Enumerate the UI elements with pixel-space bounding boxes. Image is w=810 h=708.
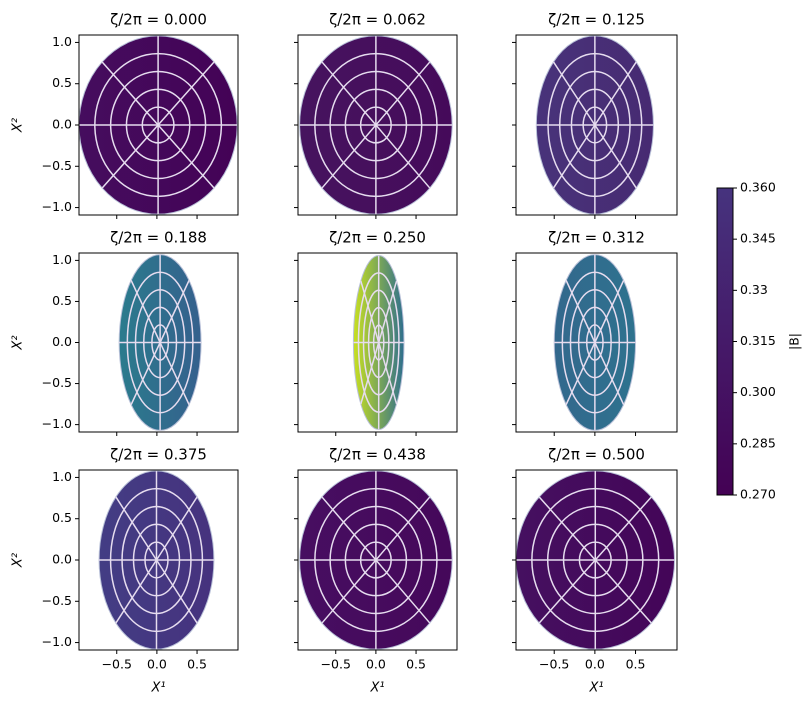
- panel-title: ζ/2π = 0.062: [329, 11, 426, 29]
- theta-line: [321, 559, 377, 624]
- panel: ζ/2π = 0.250: [294, 229, 458, 436]
- theta-line: [321, 496, 377, 561]
- x-tick-label: −0.5: [102, 657, 132, 672]
- colorbar-tick-label: 0.300: [740, 384, 776, 399]
- theta-line: [321, 61, 377, 126]
- theta-line: [375, 124, 431, 189]
- y-tick-label: 1.0: [52, 469, 72, 484]
- panel-title: ζ/2π = 0.500: [548, 446, 645, 464]
- y-tick-label: 0.0: [52, 117, 72, 132]
- theta-line: [565, 342, 596, 405]
- theta-line: [538, 559, 596, 624]
- theta-line: [565, 280, 596, 343]
- y-tick-label: 0.5: [52, 510, 72, 525]
- colorbar-label: |B|: [787, 333, 802, 350]
- y-tick-label: −1.0: [42, 416, 72, 431]
- y-tick-label: −0.5: [42, 593, 72, 608]
- colorbar: [716, 187, 734, 496]
- colorbar-tick-label: 0.345: [740, 231, 776, 246]
- theta-line: [552, 61, 596, 126]
- theta-line: [101, 61, 159, 126]
- y-tick-label: 0.5: [52, 293, 72, 308]
- y-tick-label: −1.0: [42, 199, 72, 214]
- x-tick-label: 0.0: [366, 657, 386, 672]
- colorbar-tick-label: 0.315: [740, 333, 776, 348]
- theta-line: [155, 559, 198, 624]
- theta-line: [375, 559, 431, 624]
- panel-title: ζ/2π = 0.250: [329, 229, 426, 247]
- x-tick-label: 0.0: [585, 657, 605, 672]
- theta-line: [157, 61, 215, 126]
- x-axis-label: X¹: [369, 681, 384, 696]
- theta-line: [101, 124, 159, 189]
- theta-line: [594, 124, 637, 189]
- y-axis-label: X²: [11, 118, 26, 133]
- panel: ζ/2π = 0.375 −0.5 0.0 0.5 −1.0 −0.5 0.0 0.5 1.0 X…: [11, 446, 239, 696]
- panel-title: ζ/2π = 0.438: [329, 446, 426, 464]
- theta-line: [130, 342, 161, 405]
- theta-line: [159, 342, 190, 405]
- colorbar-tick-label: 0.285: [740, 435, 776, 450]
- theta-line: [375, 61, 431, 126]
- theta-line: [155, 496, 198, 561]
- theta-line: [360, 342, 380, 405]
- colorbar-tick-label: 0.360: [740, 180, 776, 195]
- panel-title: ζ/2π = 0.125: [548, 11, 645, 29]
- theta-line: [594, 342, 625, 405]
- theta-line: [594, 280, 625, 343]
- theta-line: [377, 280, 398, 343]
- panel: ζ/2π = 0.188 −1.0 −0.5 0.0 0.5 1.0 X²: [11, 229, 239, 436]
- y-axis-label: X²: [11, 553, 26, 568]
- theta-line: [594, 61, 637, 126]
- theta-line: [360, 280, 380, 343]
- x-tick-label: −0.5: [321, 657, 351, 672]
- x-tick-label: −0.5: [539, 657, 569, 672]
- x-axis-label: X¹: [150, 681, 165, 696]
- panel: ζ/2π = 0.312: [512, 229, 678, 436]
- panel: ζ/2π = 0.062: [294, 11, 458, 219]
- theta-line: [377, 342, 398, 405]
- y-tick-label: −0.5: [42, 158, 72, 173]
- colorbar-tick-label: 0.270: [740, 487, 776, 502]
- x-tick-label: 0.5: [187, 657, 207, 672]
- panel-title: ζ/2π = 0.375: [110, 446, 207, 464]
- y-tick-label: 1.0: [52, 252, 72, 267]
- theta-line: [321, 124, 377, 189]
- panel: ζ/2π = 0.438 −0.5 0.0 0.5 X¹: [294, 446, 458, 696]
- y-tick-label: 0.0: [52, 334, 72, 349]
- x-tick-label: 0.0: [147, 657, 167, 672]
- y-axis-label: X²: [11, 335, 26, 350]
- panel-title: ζ/2π = 0.312: [548, 229, 645, 247]
- theta-line: [538, 496, 596, 561]
- theta-line: [115, 496, 158, 561]
- theta-line: [375, 496, 431, 561]
- y-tick-label: 0.0: [52, 552, 72, 567]
- panel: ζ/2π = 0.000 −1.0 −0.5 0.0 0.5 1.0 X²: [11, 11, 239, 219]
- theta-line: [157, 124, 215, 189]
- theta-line: [159, 280, 190, 343]
- theta-line: [115, 559, 158, 624]
- panel-title: ζ/2π = 0.188: [110, 229, 207, 247]
- y-tick-label: −0.5: [42, 375, 72, 390]
- colorbar-tick-label: 0.33: [740, 282, 768, 297]
- x-tick-label: 0.5: [406, 657, 426, 672]
- x-tick-label: 0.5: [626, 657, 646, 672]
- panel: ζ/2π = 0.500 −0.5 0.0 0.5 X¹: [512, 446, 678, 696]
- y-tick-label: −1.0: [42, 634, 72, 649]
- panel-title: ζ/2π = 0.000: [110, 11, 207, 29]
- theta-line: [552, 124, 596, 189]
- panel: ζ/2π = 0.125: [512, 11, 678, 219]
- theta-line: [594, 496, 652, 561]
- theta-line: [594, 559, 652, 624]
- theta-line: [130, 280, 161, 343]
- y-tick-label: 1.0: [52, 34, 72, 49]
- x-axis-label: X¹: [588, 681, 603, 696]
- y-tick-label: 0.5: [52, 75, 72, 90]
